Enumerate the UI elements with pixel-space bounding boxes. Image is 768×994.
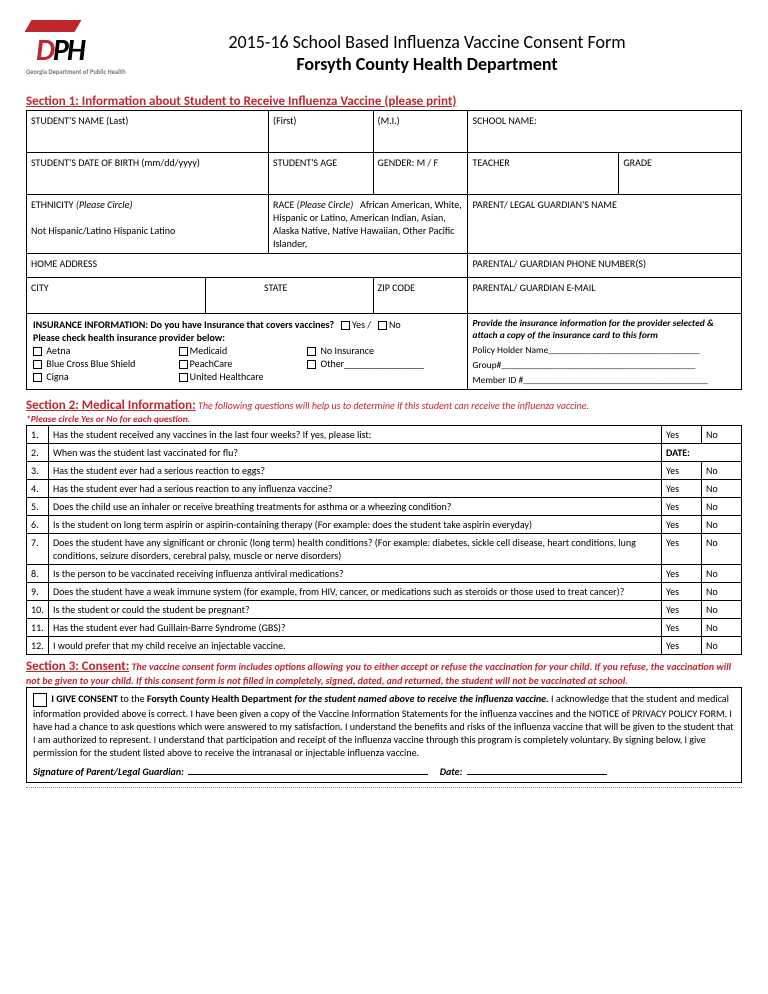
section-1-header: Section 1: Information about Student to … (26, 94, 742, 109)
q5-no[interactable]: No (702, 498, 742, 516)
form-title: 2015-16 School Based Influenza Vaccine C… (112, 31, 742, 53)
q11-no[interactable]: No (702, 619, 742, 637)
q10-no[interactable]: No (702, 601, 742, 619)
q1-no[interactable]: No (702, 426, 742, 444)
signature-field[interactable] (188, 763, 428, 775)
q6-yes[interactable]: Yes (662, 516, 702, 534)
q3-no[interactable]: No (702, 462, 742, 480)
city-field[interactable]: CITY (27, 278, 206, 314)
insurance-info-fields[interactable]: Provide the insurance information for th… (468, 314, 742, 390)
consent-form-page: DPH Georgia Department of Public Health … (0, 0, 768, 994)
policy-holder-field[interactable]: Policy Holder Name______________________… (472, 344, 737, 356)
q5: Does the child use an inhaler or receive… (49, 498, 662, 516)
united-checkbox[interactable] (179, 373, 188, 382)
q11: Has the student ever had Guillain-Barre … (49, 619, 662, 637)
q3-yes[interactable]: Yes (662, 462, 702, 480)
dob-field[interactable]: STUDENT'S DATE OF BIRTH (mm/dd/yyyy) (27, 153, 269, 195)
section-2-header: Section 2: Medical Information: (26, 398, 196, 413)
insurance-block[interactable]: INSURANCE INFORMATION: Do you have Insur… (27, 314, 468, 390)
age-field[interactable]: STUDENT'S AGE (269, 153, 373, 195)
q9-yes[interactable]: Yes (662, 583, 702, 601)
date-label: Date: (440, 765, 463, 778)
q2-date[interactable]: DATE: (662, 444, 742, 462)
parent-phone-field[interactable]: PARENTAL/ GUARDIAN PHONE NUMBER(S) (468, 254, 742, 278)
q3: Has the student ever had a serious react… (49, 462, 662, 480)
divider (26, 787, 742, 788)
q7: Does the student have any significant or… (49, 534, 662, 565)
q8-yes[interactable]: Yes (662, 565, 702, 583)
insurance-no-checkbox[interactable] (378, 321, 387, 330)
department-name: Forsyth County Health Department (112, 53, 742, 75)
q10-yes[interactable]: Yes (662, 601, 702, 619)
give-consent-checkbox[interactable] (33, 693, 47, 707)
q11-yes[interactable]: Yes (662, 619, 702, 637)
logo-subtitle: Georgia Department of Public Health (26, 68, 126, 76)
insurance-yes-checkbox[interactable] (341, 321, 350, 330)
q8-no[interactable]: No (702, 565, 742, 583)
teacher-field[interactable]: TEACHER (468, 153, 619, 195)
q7-yes[interactable]: Yes (662, 534, 702, 565)
no-insurance-checkbox[interactable] (307, 347, 316, 356)
ethnicity-field[interactable]: ETHNICITY (Please Circle) Not Hispanic/L… (27, 195, 269, 254)
gender-field[interactable]: GENDER: M / F (373, 153, 468, 195)
member-id-field[interactable]: Member ID #_____________________________… (472, 374, 737, 386)
group-field[interactable]: Group#__________________________________… (472, 359, 737, 371)
q1: Has the student received any vaccines in… (49, 426, 662, 444)
q6-no[interactable]: No (702, 516, 742, 534)
section-3-intro: The vaccine consent form includes option… (26, 660, 731, 687)
zip-field[interactable]: ZIP CODE (373, 278, 468, 314)
last-name-field[interactable]: STUDENT'S NAME (Last) (27, 111, 269, 153)
student-info-table: STUDENT'S NAME (Last) (First) (M.I.) SCH… (26, 110, 742, 390)
q7-no[interactable]: No (702, 534, 742, 565)
q6: Is the student on long term aspirin or a… (49, 516, 662, 534)
section-3-header: Section 3: Consent: (26, 659, 129, 674)
q5-yes[interactable]: Yes (662, 498, 702, 516)
peachcare-checkbox[interactable] (179, 360, 188, 369)
title-block: 2015-16 School Based Influenza Vaccine C… (112, 31, 742, 75)
first-name-field[interactable]: (First) (269, 111, 373, 153)
consent-statement: I GIVE CONSENT to the Forsyth County Hea… (26, 687, 742, 783)
q4-yes[interactable]: Yes (662, 480, 702, 498)
race-field[interactable]: RACE (Please Circle) African American, W… (269, 195, 468, 254)
header: DPH Georgia Department of Public Health … (26, 18, 742, 88)
section-2-subtitle: The following questions will help us to … (196, 399, 589, 412)
q10: Is the student or could the student be p… (49, 601, 662, 619)
date-field[interactable] (467, 763, 607, 775)
q12: I would prefer that my child receive an … (49, 637, 662, 655)
bcbs-checkbox[interactable] (33, 360, 42, 369)
q12-no[interactable]: No (702, 637, 742, 655)
medicaid-checkbox[interactable] (179, 347, 188, 356)
aetna-checkbox[interactable] (33, 347, 42, 356)
q9: Does the student have a weak immune syst… (49, 583, 662, 601)
other-ins-checkbox[interactable] (307, 360, 316, 369)
q4-no[interactable]: No (702, 480, 742, 498)
section-2-instruction: *Please circle Yes or No for each questi… (26, 413, 742, 425)
q12-yes[interactable]: Yes (662, 637, 702, 655)
dph-logo: DPH Georgia Department of Public Health (26, 18, 136, 88)
school-name-field[interactable]: SCHOOL NAME: (468, 111, 742, 153)
parent-name-field[interactable]: PARENT/ LEGAL GUARDIAN'S NAME (468, 195, 742, 254)
q1-yes[interactable]: Yes (662, 426, 702, 444)
parent-email-field[interactable]: PARENTAL/ GUARDIAN E-MAIL (468, 278, 742, 314)
q8: Is the person to be vaccinated receiving… (49, 565, 662, 583)
signature-label: Signature of Parent/Legal Guardian: (33, 765, 184, 778)
q4: Has the student ever had a serious react… (49, 480, 662, 498)
q9-no[interactable]: No (702, 583, 742, 601)
q2: When was the student last vaccinated for… (49, 444, 662, 462)
cigna-checkbox[interactable] (33, 373, 42, 382)
state-field[interactable]: STATE (205, 278, 373, 314)
grade-field[interactable]: GRADE (619, 153, 742, 195)
medical-questions-table: 1.Has the student received any vaccines … (26, 425, 742, 655)
mi-field[interactable]: (M.I.) (373, 111, 468, 153)
home-address-field[interactable]: HOME ADDRESS (27, 254, 468, 278)
